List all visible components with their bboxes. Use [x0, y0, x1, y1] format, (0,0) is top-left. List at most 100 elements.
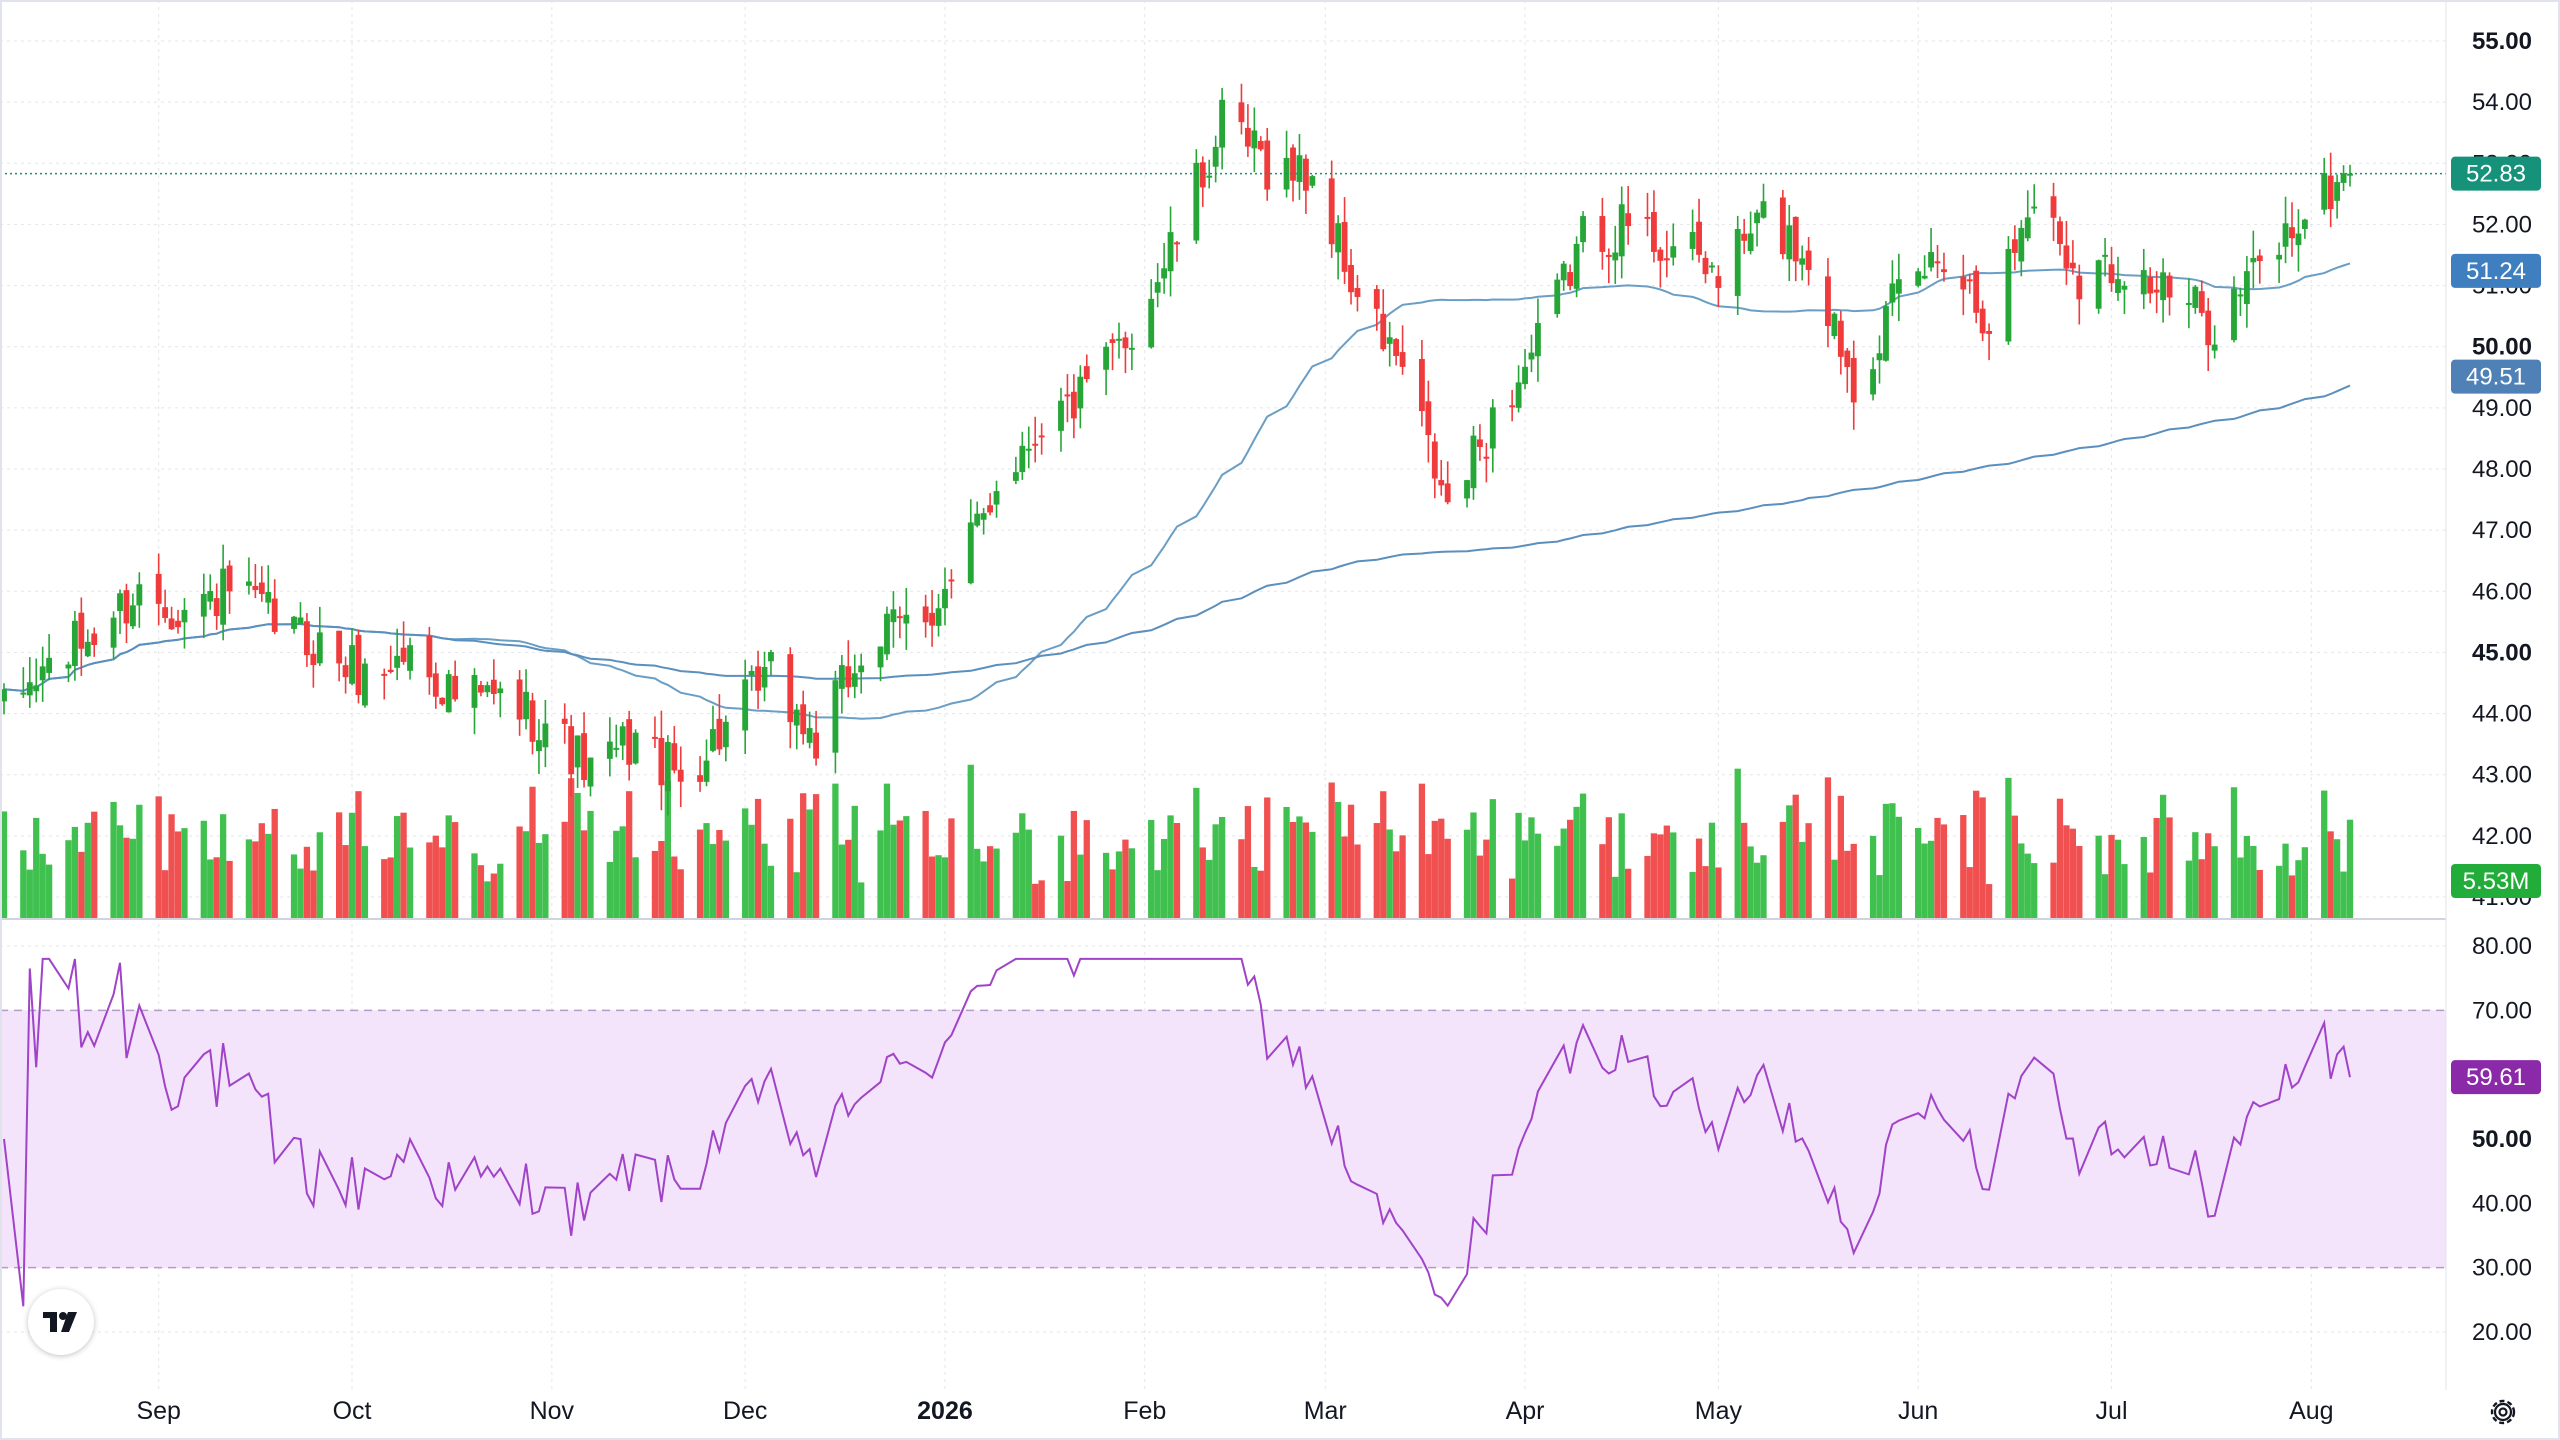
candlestick[interactable]	[793, 703, 800, 750]
candlestick[interactable]	[1393, 337, 1400, 366]
candlestick[interactable]	[310, 640, 317, 688]
candlestick[interactable]	[922, 594, 929, 638]
candlestick[interactable]	[2095, 259, 2102, 314]
candlestick[interactable]	[1470, 425, 1477, 500]
candlestick[interactable]	[929, 590, 936, 647]
candlestick[interactable]	[2147, 267, 2154, 304]
candlestick[interactable]	[1083, 354, 1090, 383]
candlestick[interactable]	[1206, 159, 1213, 189]
candlestick[interactable]	[336, 630, 343, 682]
candlestick[interactable]	[529, 692, 536, 755]
candlestick[interactable]	[252, 564, 259, 599]
candlestick[interactable]	[1, 683, 7, 715]
candlestick[interactable]	[265, 565, 272, 614]
candlestick[interactable]	[1058, 387, 1064, 452]
candlestick[interactable]	[2340, 165, 2347, 191]
candlestick[interactable]	[1103, 342, 1110, 396]
candlestick[interactable]	[1747, 211, 1754, 255]
candlestick[interactable]	[1715, 265, 1722, 308]
candlestick[interactable]	[2160, 258, 2167, 323]
candlestick[interactable]	[78, 597, 85, 676]
candlestick[interactable]	[2231, 276, 2237, 343]
candlestick[interactable]	[761, 651, 768, 702]
candlestick[interactable]	[65, 661, 72, 683]
candlestick[interactable]	[2121, 281, 2128, 315]
candlestick[interactable]	[452, 660, 459, 702]
candlestick[interactable]	[2108, 246, 2115, 292]
candlestick[interactable]	[291, 615, 297, 634]
candlestick[interactable]	[1122, 331, 1129, 374]
candlestick[interactable]	[2185, 278, 2192, 329]
candlestick[interactable]	[2295, 209, 2302, 272]
candlestick[interactable]	[1064, 374, 1071, 423]
candlestick[interactable]	[1154, 263, 1161, 308]
candlestick[interactable]	[181, 598, 188, 649]
candlestick[interactable]	[297, 602, 304, 625]
candlestick[interactable]	[2301, 218, 2308, 239]
candlestick[interactable]	[71, 610, 78, 681]
candlestick[interactable]	[768, 649, 774, 676]
candlestick[interactable]	[1883, 300, 1889, 362]
candlestick[interactable]	[445, 669, 452, 713]
candlestick[interactable]	[484, 681, 491, 698]
candlestick[interactable]	[787, 647, 794, 749]
candlestick[interactable]	[400, 621, 407, 665]
candlestick[interactable]	[1483, 442, 1490, 483]
candlestick[interactable]	[1109, 333, 1116, 371]
candlestick[interactable]	[1625, 185, 1632, 245]
candlestick[interactable]	[948, 569, 955, 599]
candlestick[interactable]	[84, 629, 91, 658]
candlestick[interactable]	[2057, 216, 2063, 256]
candlestick[interactable]	[1341, 197, 1348, 285]
candlestick[interactable]	[1889, 260, 1896, 317]
candlestick[interactable]	[742, 659, 749, 755]
candlestick[interactable]	[1199, 156, 1206, 207]
candlestick[interactable]	[1418, 339, 1425, 427]
candlestick[interactable]	[1128, 333, 1135, 371]
candlestick[interactable]	[2063, 220, 2070, 285]
candlestick[interactable]	[1831, 312, 1838, 340]
candlestick[interactable]	[2069, 240, 2076, 275]
candlestick[interactable]	[2321, 157, 2328, 215]
candlestick[interactable]	[2205, 297, 2212, 372]
candlestick[interactable]	[1535, 298, 1541, 382]
candlestick[interactable]	[1825, 258, 1831, 348]
candlestick[interactable]	[207, 574, 214, 610]
candlestick[interactable]	[1651, 190, 1657, 263]
candlestick[interactable]	[536, 719, 542, 774]
candlestick[interactable]	[697, 756, 703, 792]
candlestick[interactable]	[619, 721, 626, 761]
candlestick[interactable]	[1921, 255, 1928, 280]
candlestick[interactable]	[671, 726, 678, 774]
candlestick[interactable]	[213, 583, 220, 630]
candlestick[interactable]	[748, 665, 755, 691]
candlestick[interactable]	[1567, 264, 1574, 291]
candlestick[interactable]	[1760, 183, 1767, 219]
candlestick[interactable]	[1960, 254, 1967, 316]
candlestick[interactable]	[1876, 335, 1883, 384]
candlestick[interactable]	[2192, 285, 2199, 314]
candlestick[interactable]	[2140, 248, 2147, 310]
candlestick[interactable]	[716, 694, 723, 755]
candlestick[interactable]	[1702, 251, 1709, 284]
candlestick[interactable]	[349, 628, 355, 686]
time-axis[interactable]: Sep Oct Nov Dec 2026 Feb Mar Apr May Jun Jul Aug	[136, 1397, 2333, 1425]
candlestick[interactable]	[884, 606, 890, 661]
candlestick[interactable]	[1786, 205, 1793, 281]
candlestick[interactable]	[1193, 149, 1200, 244]
candlestick[interactable]	[1554, 273, 1561, 318]
candlestick[interactable]	[800, 690, 807, 745]
candlestick[interactable]	[1844, 348, 1851, 393]
candlestick[interactable]	[1928, 228, 1934, 272]
candlestick[interactable]	[2334, 174, 2341, 219]
candlestick[interactable]	[471, 668, 478, 735]
candlestick[interactable]	[1032, 416, 1039, 463]
candlestick[interactable]	[1979, 300, 1986, 342]
candlestick[interactable]	[2153, 271, 2160, 314]
candlestick[interactable]	[220, 544, 227, 641]
candlestick[interactable]	[355, 629, 362, 704]
candlestick[interactable]	[2243, 256, 2250, 328]
candlestick[interactable]	[1528, 334, 1535, 373]
candlestick[interactable]	[2011, 225, 2018, 271]
